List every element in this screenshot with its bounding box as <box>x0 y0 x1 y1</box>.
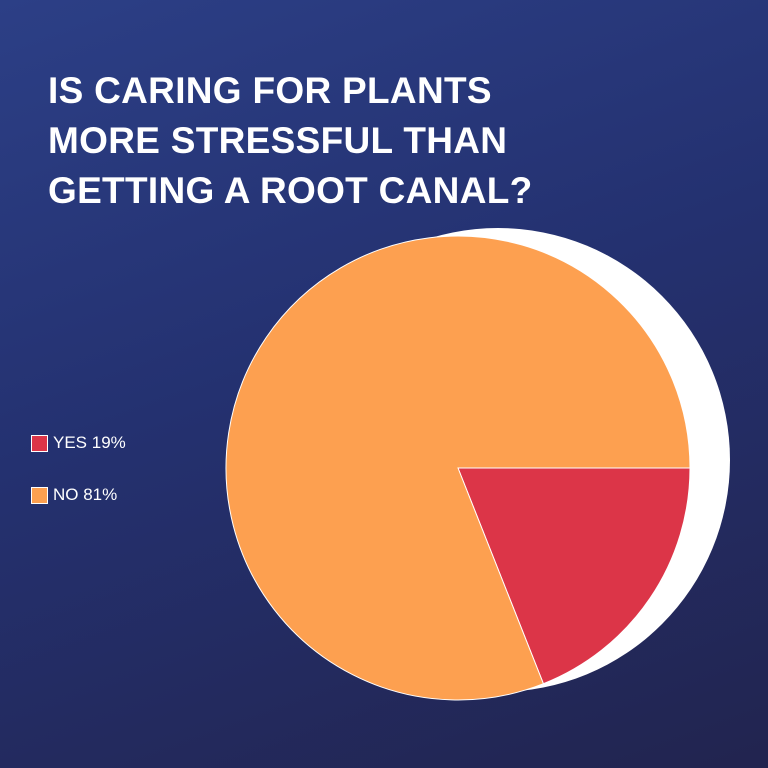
chart-title-line-1: IS CARING FOR PLANTS <box>48 70 492 111</box>
legend: YES 19% NO 81% <box>31 430 126 534</box>
legend-item-yes: YES 19% <box>31 430 126 456</box>
legend-swatch-no <box>31 486 48 504</box>
legend-label-no: NO 81% <box>53 485 118 504</box>
legend-item-no: NO 81% <box>31 482 126 508</box>
pie-slice-yes <box>457 467 691 685</box>
legend-label-yes: YES 19% <box>53 433 126 452</box>
chart-title-line-2: MORE STRESSFUL THAN <box>48 120 508 161</box>
chart-title: IS CARING FOR PLANTS MORE STRESSFUL THAN… <box>48 66 688 216</box>
chart-title-line-3: GETTING A ROOT CANAL? <box>48 170 533 211</box>
pie-slices <box>225 235 691 701</box>
pie-slice-no <box>225 235 691 701</box>
legend-swatch-yes <box>31 434 48 452</box>
